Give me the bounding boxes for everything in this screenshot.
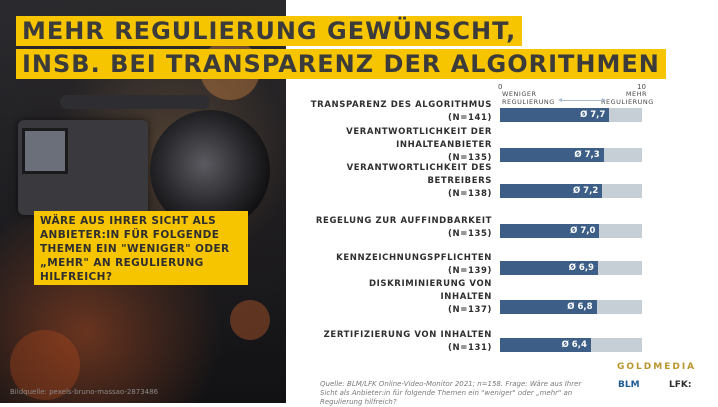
bar-track: Ø 6,4 bbox=[500, 338, 642, 352]
camera-monitor bbox=[22, 128, 68, 174]
bar-value-label: Ø 6,8 bbox=[567, 302, 593, 312]
category-label-line: (N=138) bbox=[448, 188, 492, 199]
bar: Ø 7,2 bbox=[500, 184, 603, 198]
bar-value-label: Ø 6,4 bbox=[561, 340, 587, 350]
photo-credit: Bildquelle: pexels-bruno-massao-2873486 bbox=[10, 388, 159, 396]
bar-track: Ø 7,2 bbox=[500, 184, 642, 198]
camera-handle bbox=[60, 95, 210, 109]
category-label: DISKRIMINIERUNG VON INHALTEN (N=137) bbox=[369, 278, 492, 317]
bar-track: Ø 7,7 bbox=[500, 108, 642, 122]
bar-track: Ø 6,8 bbox=[500, 300, 642, 314]
bar-value-label: Ø 7,7 bbox=[580, 110, 606, 120]
blm-logo-text: BLM bbox=[618, 380, 640, 390]
title-line-1: MEHR REGULIERUNG GEWÜNSCHT, bbox=[16, 16, 523, 46]
scale-left-label: WENIGER REGULIERUNG bbox=[502, 90, 555, 106]
camera-lens bbox=[150, 110, 270, 230]
category-label-line: (N=131) bbox=[448, 342, 492, 353]
scale-right-label-1: MEHR bbox=[625, 90, 647, 98]
category-label-line: (N=141) bbox=[448, 112, 492, 123]
category-label-line: (N=137) bbox=[448, 304, 492, 315]
lfk-logo-text: LFK: bbox=[669, 380, 692, 390]
title-line-2: INSB. BEI TRANSPARENZ DER ALGORITHMEN bbox=[16, 49, 666, 79]
category-label-line: BETREIBERS bbox=[427, 175, 492, 186]
goldmedia-logo: GOLDMEDIA bbox=[617, 362, 697, 372]
category-label-line: (N=135) bbox=[448, 152, 492, 163]
category-label-line: DISKRIMINIERUNG VON bbox=[368, 278, 492, 289]
category-label-line: VERANTWORTLICHKEIT DES bbox=[346, 162, 492, 173]
scale-left-label-1: WENIGER bbox=[502, 90, 537, 98]
category-label-line: (N=139) bbox=[448, 265, 492, 276]
scale-min: 0 bbox=[498, 83, 503, 91]
scale-right-label-2: REGULIERUNG bbox=[601, 97, 654, 106]
category-label-line: INHALTEANBIETER bbox=[396, 139, 492, 150]
category-label-line: (N=135) bbox=[448, 228, 492, 239]
scale-left-label-2: REGULIERUNG bbox=[502, 97, 555, 106]
lfk-logo: LFK: bbox=[669, 380, 691, 390]
bar: Ø 7,0 bbox=[500, 224, 600, 238]
category-label-line: ZERTIFIZIERUNG VON INHALTEN bbox=[323, 329, 492, 340]
bar: Ø 7,3 bbox=[500, 148, 604, 162]
category-label: TRANSPARENZ DES ALGORITHMUS (N=141) bbox=[311, 99, 492, 125]
bar: Ø 6,4 bbox=[500, 338, 591, 352]
bar-track: Ø 6,9 bbox=[500, 261, 642, 275]
blm-logo: BLM bbox=[618, 380, 640, 390]
category-label-line: TRANSPARENZ DES ALGORITHMUS bbox=[310, 99, 492, 110]
bar: Ø 7,7 bbox=[500, 108, 610, 122]
category-label-line: REGELUNG ZUR AUFFINDBARKEIT bbox=[315, 215, 492, 226]
bar-track: Ø 7,3 bbox=[500, 148, 642, 162]
survey-question: WÄRE AUS IHRER SICHT ALS ANBIETER:IN FÜR… bbox=[34, 211, 248, 285]
bar-value-label: Ø 7,2 bbox=[572, 186, 599, 196]
category-label: VERANTWORTLICHKEIT DES BETREIBERS (N=138) bbox=[347, 162, 492, 201]
scale-arrow-icon bbox=[558, 98, 606, 102]
scale-max: 10 bbox=[637, 83, 646, 91]
source-note: Quelle: BLM/LFK Online-Video-Monitor 202… bbox=[320, 380, 582, 406]
category-label: REGELUNG ZUR AUFFINDBARKEIT (N=135) bbox=[316, 215, 492, 241]
category-label: ZERTIFIZIERUNG VON INHALTEN (N=131) bbox=[324, 329, 492, 355]
bar-value-label: Ø 6,9 bbox=[568, 263, 594, 273]
scale-right-label: MEHR REGULIERUNG bbox=[601, 90, 653, 106]
category-label-line: KENNZEICHNUNGSPFLICHTEN bbox=[336, 252, 492, 263]
category-label-line: INHALTEN bbox=[440, 291, 492, 302]
bar: Ø 6,8 bbox=[500, 300, 597, 314]
bar-value-label: Ø 7,3 bbox=[574, 150, 600, 160]
bar: Ø 6,9 bbox=[500, 261, 598, 275]
bar-value-label: Ø 7,0 bbox=[570, 226, 596, 236]
category-label-line: VERANTWORTLICHKEIT DER bbox=[346, 126, 492, 137]
bar-track: Ø 7,0 bbox=[500, 224, 642, 238]
category-label: VERANTWORTLICHKEIT DER INHALTEANBIETER (N=… bbox=[346, 126, 492, 165]
category-label: KENNZEICHNUNGSPFLICHTEN (N=139) bbox=[336, 252, 492, 278]
